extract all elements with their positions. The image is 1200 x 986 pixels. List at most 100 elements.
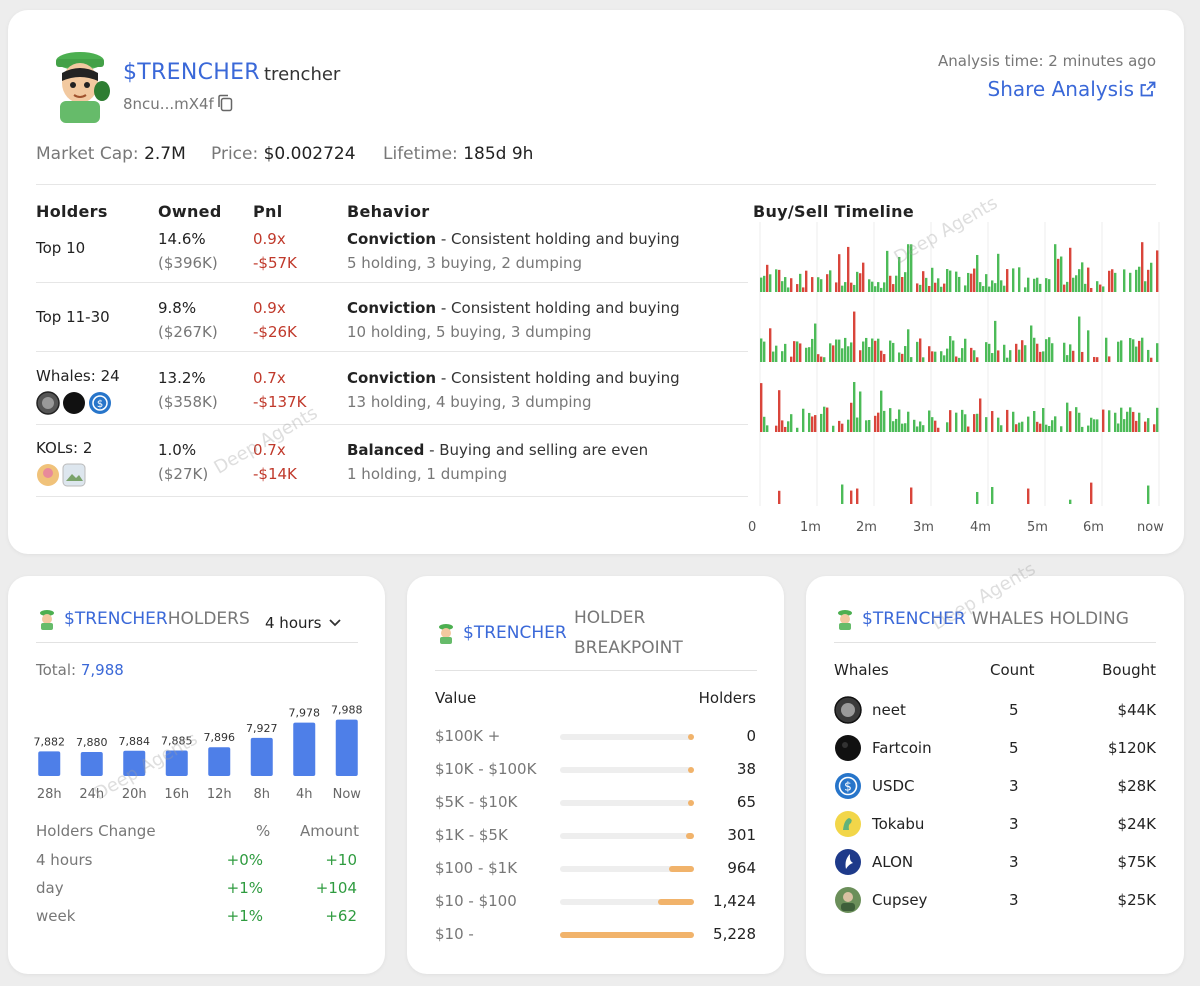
sell-bar [1015, 343, 1018, 362]
sell-bar [1036, 421, 1039, 432]
buy-bar [856, 271, 859, 292]
buy-bar [958, 357, 961, 362]
behavior-title: Balanced [347, 441, 425, 459]
holders-bar [38, 751, 61, 776]
sell-bar [1138, 340, 1141, 362]
buy-bar [808, 347, 811, 362]
buy-bar [1123, 419, 1126, 432]
breakpoint-title-line2: BREAKPOINT [574, 638, 683, 658]
buy-bar [1039, 283, 1042, 292]
breakpoint-range: $5K - $10K [435, 793, 518, 811]
buy-bar [991, 280, 994, 292]
sell-bar [778, 390, 781, 432]
amount-header: Amount [300, 822, 359, 840]
buy-bar [1051, 343, 1054, 362]
sell-bar [1039, 423, 1042, 432]
copy-icon[interactable] [217, 94, 233, 112]
sell-bar [991, 411, 994, 432]
buy-bar [991, 353, 994, 362]
buy-bar [1021, 421, 1024, 432]
sell-bar [790, 356, 793, 362]
buy-bar [1096, 419, 1099, 432]
sell-bar [883, 354, 886, 362]
period-dropdown[interactable]: 4 hours [265, 614, 342, 632]
buy-bar [1051, 420, 1054, 432]
buy-bar [1114, 412, 1117, 432]
sell-bar [1063, 284, 1066, 292]
buy-bar [823, 357, 826, 362]
buy-bar [844, 337, 847, 362]
breakpoint-range: $100 - $1K [435, 859, 518, 877]
sell-bar [1132, 411, 1135, 432]
cupsey-icon [835, 887, 861, 913]
svg-text:$: $ [844, 780, 852, 794]
buy-bar [1075, 275, 1078, 292]
sell-bar [973, 414, 976, 432]
sell-bar [811, 416, 814, 432]
buy-bar [1042, 351, 1045, 362]
token-avatar [40, 610, 54, 630]
buy-bar [1000, 425, 1003, 432]
divider [834, 642, 1156, 643]
buy-bar [829, 343, 832, 362]
buy-bar [853, 284, 856, 292]
buy-bar [889, 340, 892, 362]
sell-bar [973, 268, 976, 292]
buy-bar [934, 351, 937, 362]
buy-bar [1036, 277, 1039, 292]
sell-bar [838, 420, 841, 432]
row-label: Top 10 [36, 239, 86, 257]
sell-bar [799, 343, 802, 362]
buy-bar [760, 277, 763, 292]
fartcoin-avatar [63, 392, 85, 414]
buy-bar [943, 355, 946, 362]
buy-bar [1156, 343, 1159, 362]
share-analysis-link[interactable]: Share Analysis [988, 77, 1156, 101]
behavior-summary: Balanced - Buying and selling are even [347, 441, 648, 459]
behavior-description: - Buying and selling are even [424, 441, 649, 459]
sell-bar [955, 356, 958, 362]
breakpoint-holders: 1,424 [713, 892, 756, 910]
holders-bar-x-label: 20h [122, 787, 147, 802]
buy-bar [892, 342, 895, 362]
change-pct: +1% [226, 907, 263, 925]
buy-bar [898, 409, 901, 432]
buy-bar [847, 346, 850, 362]
buy-bar [865, 337, 868, 362]
usdc-avatar: $ [89, 392, 111, 414]
buy-bar [1075, 407, 1078, 432]
sell-bar [760, 383, 763, 432]
row-divider [36, 496, 748, 497]
whale-name: Tokabu [872, 815, 925, 833]
buy-bar [1147, 485, 1150, 504]
buy-bar [964, 338, 967, 362]
buy-bar [1033, 278, 1036, 292]
buy-bar [985, 342, 988, 362]
owned-usd: ($358K) [158, 393, 218, 411]
header-holders: Holders [36, 202, 108, 221]
breakpoint-range: $10 - [435, 925, 474, 943]
sell-bar [1102, 409, 1105, 432]
buy-bar [1114, 272, 1117, 292]
buy-bar [1084, 283, 1087, 292]
sell-bar [1099, 284, 1102, 292]
row-label: Top 11-30 [36, 308, 110, 326]
sell-bar [766, 264, 769, 292]
row-label: Whales: 24 [36, 367, 120, 385]
buy-bar [796, 427, 799, 432]
sell-bar [970, 273, 973, 292]
buy-bar [910, 357, 913, 362]
holders-bar-x-label: 4h [296, 787, 313, 802]
buy-bar [829, 270, 832, 292]
chevron-down-icon [329, 619, 342, 627]
buy-bar [979, 282, 982, 292]
timeline-tick: 3m [913, 520, 934, 535]
change-period: week [36, 907, 76, 925]
buy-bar [871, 338, 874, 362]
whale-name: ALON [872, 853, 914, 871]
buy-bar [820, 279, 823, 292]
breakpoint-range: $100K + [435, 727, 501, 745]
holders-bar [80, 752, 103, 776]
sell-bar [859, 350, 862, 362]
sell-bar [802, 287, 805, 292]
